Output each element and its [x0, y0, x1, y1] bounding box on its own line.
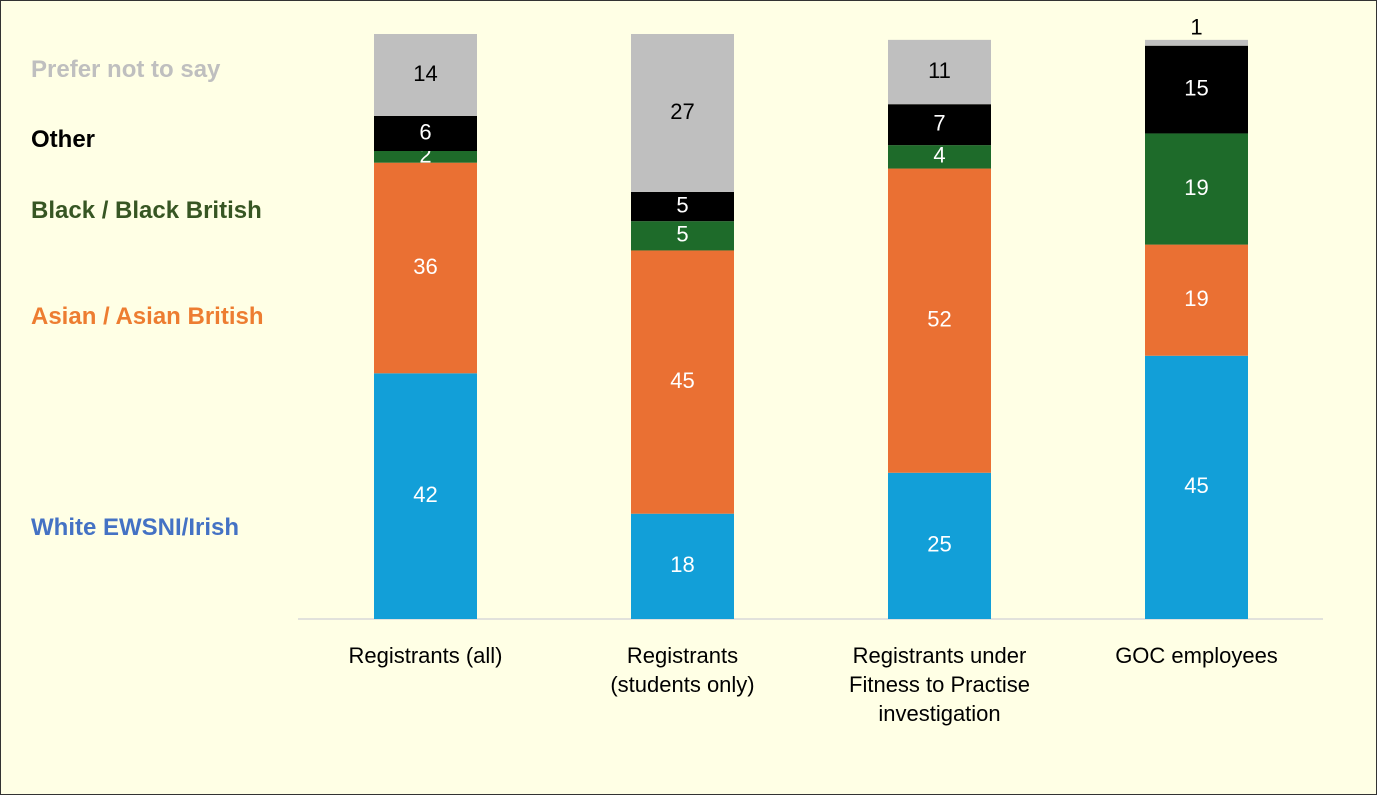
bar-segment: [1145, 355, 1248, 619]
bar-segment: [888, 145, 991, 169]
data-label: 15: [1184, 75, 1208, 100]
data-label: 25: [927, 532, 951, 557]
bar-segment: [1145, 244, 1248, 356]
bar-segment: [631, 221, 734, 251]
bar-segment: [631, 191, 734, 222]
data-label: 4: [933, 143, 945, 168]
data-label: 5: [676, 222, 688, 247]
x-tick-label: Registrants (all): [348, 643, 503, 668]
legend-label: White EWSNI/Irish: [31, 514, 240, 541]
legend-label: Black / Black British: [31, 197, 262, 224]
data-label: 5: [676, 192, 688, 217]
bar-segment: [888, 104, 991, 146]
bar-segment: [374, 373, 477, 619]
x-tick-label: Registrants (students only): [610, 643, 755, 697]
bar-segment: [631, 513, 734, 619]
data-label: 45: [1184, 473, 1208, 498]
bar-segment: [888, 472, 991, 619]
bar-segment: [888, 39, 991, 105]
data-label: 36: [413, 254, 437, 279]
data-label: 42: [413, 482, 437, 507]
legend-label: Asian / Asian British: [31, 303, 264, 330]
data-label: 6: [419, 119, 431, 144]
bar-segment: [1145, 133, 1248, 245]
bar-segment: [1145, 45, 1248, 134]
data-label: 19: [1184, 286, 1208, 311]
bar-segment: [374, 151, 477, 163]
data-label: 52: [927, 306, 951, 331]
data-label: 7: [933, 110, 945, 135]
bar-segment: [374, 162, 477, 374]
data-label: 19: [1184, 175, 1208, 200]
bar-segment: [1145, 39, 1248, 46]
bar-segment: [374, 34, 477, 116]
bar-segment: [631, 250, 734, 514]
bar-segment: [374, 115, 477, 151]
x-tick-label: Registrants under Fitness to Practise in…: [849, 643, 1030, 726]
data-label: 1: [1190, 15, 1202, 40]
data-label: 18: [670, 552, 694, 577]
bar-segment: [888, 168, 991, 473]
data-label: 14: [413, 61, 437, 86]
legend-label: Prefer not to say: [31, 56, 221, 83]
data-label: 11: [928, 58, 951, 83]
data-label: 27: [670, 99, 694, 124]
bar-segment: [631, 34, 734, 192]
legend-label: Other: [31, 126, 96, 153]
data-label: 45: [670, 368, 694, 393]
x-tick-label: GOC employees: [1115, 643, 1278, 668]
